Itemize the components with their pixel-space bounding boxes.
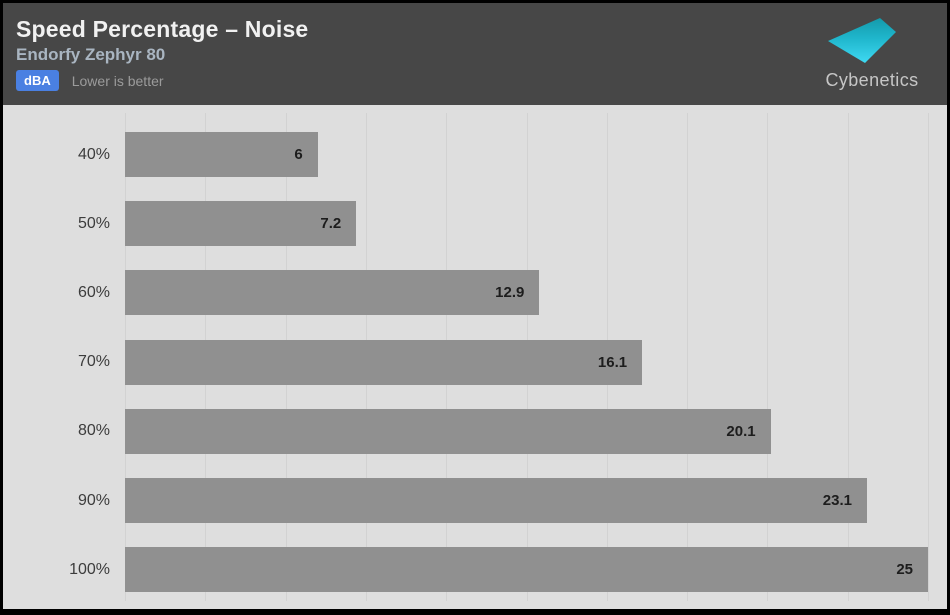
chart-title: Speed Percentage – Noise [16, 16, 309, 42]
chart-row: 80% 20.1 [3, 397, 947, 466]
category-label: 40% [77, 145, 110, 163]
bar-value-label: 25 [896, 561, 913, 579]
chart-row: 100% 25 [3, 535, 947, 604]
bar: 25 [125, 547, 928, 593]
lower-is-better-note: Lower is better [71, 72, 164, 89]
chart-subtitle: Endorfy Zephyr 80 [16, 45, 166, 64]
bar: 16.1 [125, 339, 643, 385]
category-label: 70% [77, 353, 110, 371]
bar: 12.9 [125, 270, 540, 316]
bar-value-label: 23.1 [822, 492, 852, 510]
bar-value-label: 16.1 [597, 353, 628, 371]
bar-value-label: 6 [294, 146, 303, 164]
gridline [847, 113, 849, 601]
category-label: 50% [77, 214, 110, 232]
cybenetics-logo: Cybenetics [811, 9, 933, 97]
category-label: 80% [77, 422, 110, 440]
category-label: 60% [77, 283, 110, 301]
badge-row: dBA Lower is better [16, 70, 931, 91]
cybenetics-logo-text: Cybenetics [825, 70, 919, 90]
bar-value-label: 20.1 [726, 422, 756, 440]
gridline [928, 113, 929, 601]
chart-row: 50% 7.2 [3, 189, 947, 258]
bar: 6 [125, 132, 318, 178]
bar-value-label: 7.2 [320, 215, 342, 233]
bar-chart: 40% 6 50% 7.2 60% 12.9 70% 16.1 80% 20.1 90% 23.1 10… [3, 105, 947, 609]
bar: 7.2 [125, 201, 357, 247]
chart-header: Speed Percentage – Noise Endorfy Zephyr … [3, 3, 947, 105]
chart-row: 40% 6 [3, 120, 947, 189]
chart-row: 90% 23.1 [3, 466, 947, 535]
cybenetics-logo-icon [828, 18, 896, 63]
gridline [687, 113, 689, 601]
chart-row: 60% 12.9 [3, 258, 947, 327]
bar: 23.1 [125, 478, 867, 524]
bar: 20.1 [125, 408, 771, 454]
bar-value-label: 12.9 [495, 284, 525, 302]
category-label: 90% [77, 491, 110, 509]
chart-rows: 40% 6 50% 7.2 60% 12.9 70% 16.1 80% 20.1 90% 23.1 10… [3, 120, 947, 604]
gridline [767, 113, 769, 601]
category-label: 100% [69, 560, 110, 578]
unit-badge: dBA [16, 70, 59, 91]
chart-row: 70% 16.1 [3, 328, 947, 397]
